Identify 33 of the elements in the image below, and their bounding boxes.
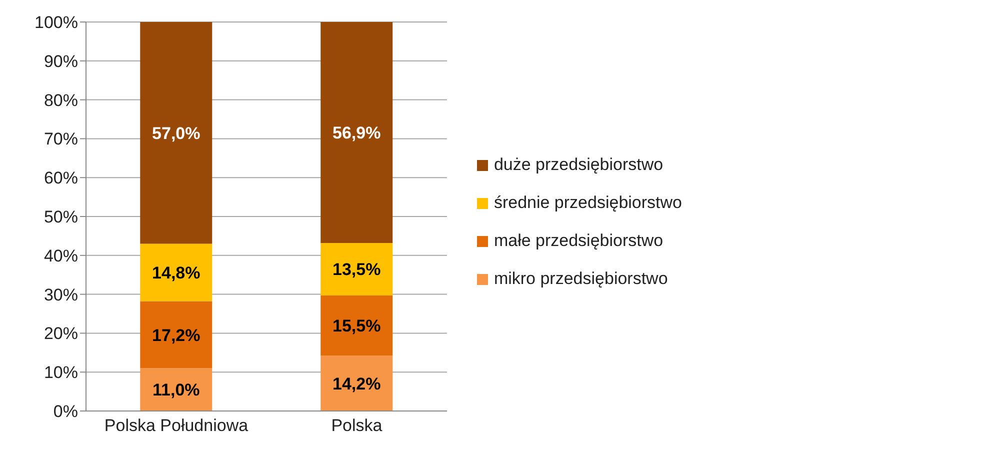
x-tick-label: Polska Południowa — [104, 416, 249, 436]
y-tick-label: 30% — [44, 285, 78, 304]
y-tick-label: 10% — [44, 363, 78, 382]
bar — [320, 22, 393, 243]
bar — [320, 242, 393, 296]
y-tick-label: 50% — [44, 208, 78, 227]
data-label: 11,0% — [152, 380, 200, 400]
bar — [320, 295, 393, 356]
y-tick-label: 80% — [44, 90, 78, 110]
bar — [140, 368, 212, 411]
data-label: 57,0% — [152, 124, 200, 143]
data-label: 56,9% — [332, 123, 381, 142]
x-tick-label: Polska — [331, 416, 383, 436]
y-tick-label: 0% — [53, 402, 78, 422]
legend-label: małe przedsiębiorstwo — [494, 231, 664, 251]
data-label: 17,2% — [152, 326, 200, 345]
legend-label: średnie przedsiębiorstwo — [494, 193, 682, 213]
bar — [140, 301, 212, 368]
y-tick-label: 20% — [44, 324, 78, 344]
data-label: 14,8% — [152, 264, 200, 283]
y-tick-label: 40% — [44, 246, 78, 266]
y-tick-label: 100% — [34, 13, 78, 32]
bar — [320, 356, 393, 411]
y-tick-label: 60% — [44, 168, 78, 188]
data-label: 13,5% — [332, 260, 381, 280]
data-label: 14,2% — [332, 374, 381, 394]
legend-label: mikro przedsiębiorstwo — [494, 269, 668, 289]
y-tick-label: 70% — [44, 130, 78, 149]
bar — [140, 22, 212, 244]
y-tick-label: 90% — [44, 52, 78, 71]
bar — [140, 244, 212, 302]
legend-label: duże przedsiębiorstwo — [494, 155, 664, 175]
data-label: 15,5% — [332, 316, 381, 336]
